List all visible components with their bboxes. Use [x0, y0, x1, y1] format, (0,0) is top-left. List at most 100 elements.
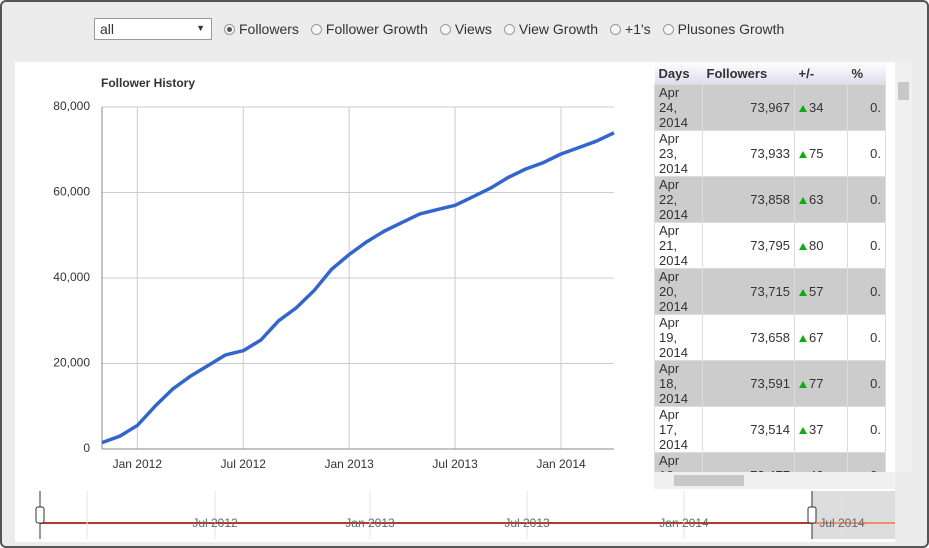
table-cell: Apr 19, 2014 [654, 314, 703, 361]
navigator-label: Jan 2014 [659, 516, 709, 530]
table-cell: Apr 24, 2014 [654, 84, 703, 131]
table-row: Apr 17, 2014 73,514 37 0. [654, 406, 886, 453]
handle[interactable] [35, 506, 45, 524]
cell-text: Apr 18, 2014 [659, 361, 688, 406]
table-row: Apr 21, 2014 73,795 80 0. [654, 222, 886, 269]
chart: Follower History 0 20,000 40,000 60,000 80,0… [53, 76, 615, 471]
column-header: % [847, 62, 886, 85]
radio-option[interactable]: Followers [224, 21, 299, 37]
table-cell: Apr 17, 2014 [654, 406, 703, 453]
radio-button [503, 23, 515, 35]
cell-text: 37 [809, 422, 824, 437]
table-cell: 63 [794, 176, 848, 223]
horizontal-scrollbar[interactable] [654, 472, 895, 489]
y-tick-label: 40,000 [53, 270, 90, 284]
table-row: Apr 23, 2014 73,933 75 0. [654, 130, 886, 177]
cell-text: 75 [809, 146, 824, 161]
x-tick-label: Jan 2012 [113, 457, 163, 471]
radio-button [310, 23, 322, 35]
radio-button [610, 23, 622, 35]
cell-text: 0. [870, 330, 881, 345]
scroll-thumb[interactable] [674, 475, 744, 486]
cell-text: Apr 22, 2014 [659, 177, 688, 222]
table-cell: 73,477 [702, 452, 795, 472]
x-tick-label: Jan 2014 [536, 457, 586, 471]
cell-text: 80 [809, 238, 824, 253]
cell-text: 73,514 [750, 422, 790, 437]
table-cell: 0. [847, 268, 886, 315]
y-tick-label: 0 [83, 441, 90, 455]
cell-text: 57 [809, 284, 824, 299]
table-cell: 46 [794, 452, 848, 472]
vertical-scrollbar[interactable] [895, 62, 912, 472]
line-series [101, 131, 615, 445]
navigator-label: Jan 2013 [345, 516, 395, 530]
cell-text: Apr 19, 2014 [659, 315, 688, 360]
up-arrow [799, 427, 807, 434]
table-row: Apr 16, 2014 73,477 46 0. [654, 452, 886, 472]
table-cell: 80 [794, 222, 848, 269]
table-cell: Apr 21, 2014 [654, 222, 703, 269]
up-arrow [799, 197, 807, 204]
table-cell: 37 [794, 406, 848, 453]
navigator-label: Jul 2013 [504, 516, 550, 530]
column-header: +/- [794, 62, 848, 85]
radio-option[interactable]: Plusones Growth [662, 21, 784, 37]
cell-text: 73,795 [750, 238, 790, 253]
cell-text: 73,658 [750, 330, 790, 345]
radio-label: Follower Growth [325, 21, 428, 37]
cell-text: 73,858 [750, 192, 790, 207]
radio-label: View Growth [518, 21, 599, 37]
controls: all Followers Follower Growth Views View Gr… [94, 16, 796, 42]
radio-option[interactable]: Views [439, 21, 492, 37]
table-cell: 67 [794, 314, 848, 361]
cell-text: 0. [870, 192, 881, 207]
cell-text: 0. [870, 376, 881, 391]
table-cell: 73,858 [702, 176, 795, 223]
table-cell: 0. [847, 406, 886, 453]
table-cell: Apr 20, 2014 [654, 268, 703, 315]
radio-option[interactable]: Follower Growth [310, 21, 428, 37]
table-cell: 57 [794, 268, 848, 315]
chart-title: Follower History [101, 76, 195, 90]
x-tick-label: Jan 2013 [324, 457, 374, 471]
x-tick-label: Jul 2013 [432, 457, 478, 471]
cell-text: Apr 24, 2014 [659, 85, 688, 130]
up-arrow [799, 289, 807, 296]
table-cell: 73,933 [702, 130, 795, 177]
table-cell: Apr 16, 2014 [654, 452, 703, 472]
table-cell: 73,658 [702, 314, 795, 361]
radio-button [439, 23, 451, 35]
data-table: Days Followers +/-% Apr 24, 2014 73,967 34 0. A… [654, 62, 886, 472]
radio-option[interactable]: +1's [610, 21, 651, 37]
up-arrow [799, 335, 807, 342]
cell-text: 77 [809, 376, 824, 391]
cell-text: 63 [809, 192, 824, 207]
table-cell: 73,795 [702, 222, 795, 269]
range-select[interactable]: all [94, 18, 212, 40]
radio-label: +1's [625, 21, 651, 37]
y-tick-label: 80,000 [53, 99, 90, 113]
table-row: Apr 22, 2014 73,858 63 0. [654, 176, 886, 223]
handle[interactable] [807, 506, 817, 524]
cell-text: Apr 16, 2014 [659, 453, 680, 472]
panel: Follower History 0 20,000 40,000 60,000 80,0… [15, 62, 912, 542]
table-row: Apr 18, 2014 73,591 77 0. [654, 360, 886, 407]
table-cell: 75 [794, 130, 848, 177]
cell-text: Apr 20, 2014 [659, 269, 688, 314]
cell-text: 0. [870, 100, 881, 115]
cell-text: 0. [870, 146, 881, 161]
radio-label: Followers [239, 21, 299, 37]
table-cell: 34 [794, 84, 848, 131]
scroll-thumb[interactable] [898, 82, 909, 100]
cell-text: Apr 23, 2014 [659, 131, 688, 176]
radio-option[interactable]: View Growth [503, 21, 599, 37]
radio-label: Views [454, 21, 492, 37]
table-cell: 73,715 [702, 268, 795, 315]
table-cell: 0. [847, 314, 886, 361]
cell-text: 73,477 [750, 468, 790, 472]
cell-text: 73,715 [750, 284, 790, 299]
navigator-mask [812, 491, 895, 539]
table-cell: Apr 22, 2014 [654, 176, 703, 223]
